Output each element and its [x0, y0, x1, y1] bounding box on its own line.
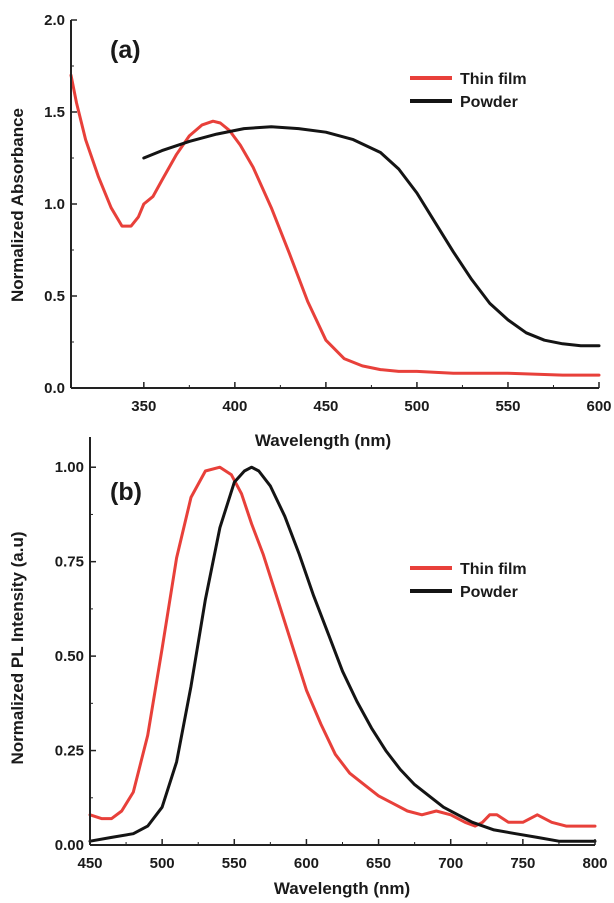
y-tick-label: 0.50 [55, 648, 84, 665]
x-tick-label: 500 [150, 855, 175, 872]
panel-b-legend: Thin film Powder [410, 561, 527, 601]
y-tick-label: 1.00 [55, 459, 84, 476]
x-tick-label: 750 [510, 855, 535, 872]
series-line-powder [142, 125, 601, 348]
series-line-thin-film [69, 73, 601, 377]
y-tick-label: 2.0 [44, 12, 65, 29]
panel-b-ticks: 450 500 550 600 650 700 750 800 0.00 0.25 0.50 0.75… [55, 459, 608, 872]
x-tick-label: 650 [366, 855, 391, 872]
panel-a-label: (a) [110, 36, 141, 64]
panel-a-y-axis-title: Normalized Absorbance [8, 108, 27, 302]
series-line-powder [88, 465, 597, 843]
panel-a-x-axis-title: Wavelength (nm) [255, 431, 391, 450]
panel-b-axes [89, 437, 595, 846]
panel-a-legend: Thin film Powder [410, 71, 527, 111]
panel-a-absorbance-chart: 350 400 450 500 550 600 0.0 0.5 1.0 1.5 2.0 (a) Wa… [8, 12, 612, 450]
panel-a-ticks: 350 400 450 500 550 600 0.0 0.5 1.0 1.5 2.0 [44, 12, 611, 415]
panel-b-plot-area [88, 465, 597, 843]
x-tick-label: 800 [582, 855, 607, 872]
x-tick-label: 600 [294, 855, 319, 872]
y-tick-label: 0.75 [55, 554, 84, 571]
x-tick-label: 450 [313, 398, 338, 415]
x-tick-label: 700 [438, 855, 463, 872]
series-line-thin-film [88, 465, 597, 828]
x-tick-label: 500 [404, 398, 429, 415]
y-tick-label: 0.0 [44, 380, 65, 397]
x-tick-label: 550 [222, 855, 247, 872]
panel-b-y-axis-title: Normalized PL Intensity (a.u) [8, 531, 27, 764]
panel-b-x-axis-title: Wavelength (nm) [274, 879, 410, 898]
x-tick-label: 550 [495, 398, 520, 415]
y-tick-label: 1.5 [44, 104, 65, 121]
y-tick-label: 0.25 [55, 743, 84, 760]
y-tick-label: 0.00 [55, 837, 84, 854]
y-tick-label: 0.5 [44, 288, 65, 305]
panel-b-label: (b) [110, 478, 142, 506]
panel-a-plot-area [69, 73, 601, 377]
x-tick-label: 450 [77, 855, 102, 872]
x-tick-label: 400 [222, 398, 247, 415]
legend-label-powder: Powder [460, 584, 518, 601]
legend-label-thin-film: Thin film [460, 561, 527, 578]
legend-label-thin-film: Thin film [460, 71, 527, 88]
y-tick-label: 1.0 [44, 196, 65, 213]
x-tick-label: 600 [586, 398, 611, 415]
x-tick-label: 350 [131, 398, 156, 415]
panel-b-pl-chart: 450 500 550 600 650 700 750 800 0.00 0.25 0.50 0.75… [8, 437, 608, 898]
legend-label-powder: Powder [460, 94, 518, 111]
